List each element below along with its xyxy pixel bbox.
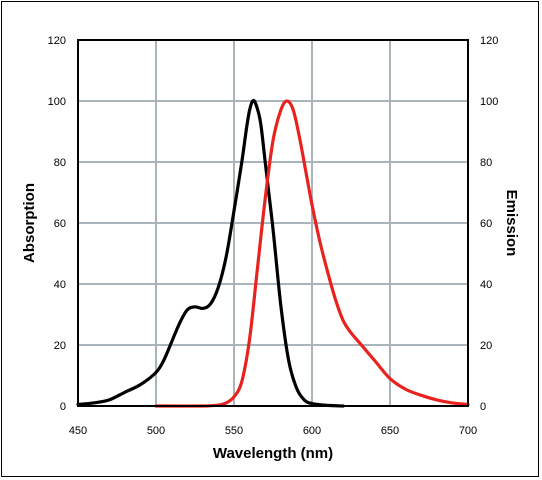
left-y-tick-label: 100 <box>48 96 66 108</box>
x-tick-label: 500 <box>147 425 165 437</box>
plot-area <box>77 39 469 407</box>
x-tick-label: 600 <box>303 425 321 437</box>
left-y-axis-title: Absorption <box>21 183 38 263</box>
right-y-tick-label: 60 <box>480 218 492 230</box>
absorption-series-line <box>76 98 345 408</box>
left-y-tick-label: 80 <box>54 157 66 169</box>
right-y-axis: 0 20 40 60 80 100 120 <box>480 35 498 413</box>
right-y-tick-label: 40 <box>480 279 492 291</box>
left-y-tick-label: 120 <box>48 35 66 47</box>
right-y-tick-label: 120 <box>480 35 498 47</box>
x-axis-title: Wavelength (nm) <box>213 445 333 462</box>
right-y-tick-label: 20 <box>480 340 492 352</box>
left-y-tick-label: 60 <box>54 218 66 230</box>
emission-series-line <box>154 99 470 408</box>
x-tick-label: 550 <box>225 425 243 437</box>
left-y-tick-label: 0 <box>60 401 66 413</box>
series-layer <box>76 98 470 408</box>
x-tick-label: 650 <box>381 425 399 437</box>
right-y-tick-label: 0 <box>480 401 486 413</box>
x-axis: 450 500 550 600 650 700 <box>69 425 477 437</box>
right-y-axis-title: Emission <box>503 190 520 257</box>
left-y-axis: 0 20 40 60 80 100 120 <box>48 35 66 413</box>
right-y-tick-label: 100 <box>480 96 498 108</box>
x-tick-label: 450 <box>69 425 87 437</box>
left-y-tick-label: 40 <box>54 279 66 291</box>
right-y-tick-label: 80 <box>480 157 492 169</box>
x-tick-label: 700 <box>459 425 477 437</box>
left-y-tick-label: 20 <box>54 340 66 352</box>
